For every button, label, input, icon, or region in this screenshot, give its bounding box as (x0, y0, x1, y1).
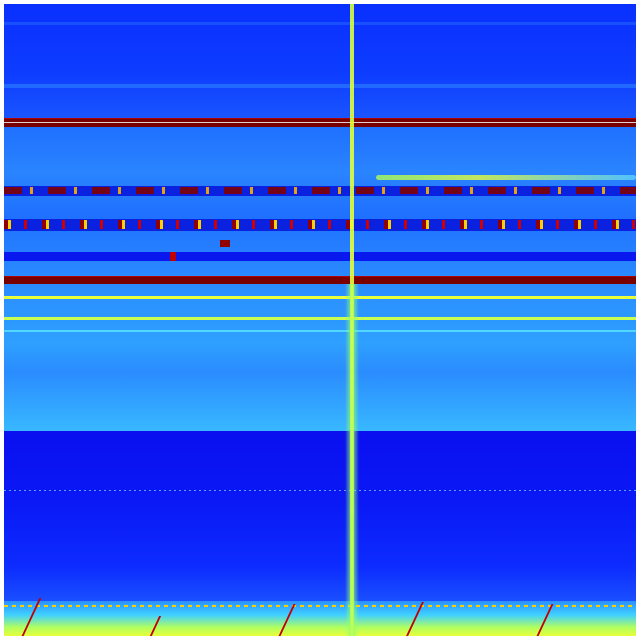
row-dark-3 (4, 252, 636, 261)
band-lower-cyan (4, 284, 636, 431)
dashed-yellow-line (4, 605, 636, 607)
cyan-line (4, 330, 636, 332)
yellow-line-1 (4, 296, 636, 299)
red-band-2 (4, 276, 636, 285)
streak-yellow (376, 175, 636, 180)
band-mid-light-blue (4, 127, 636, 276)
faint-line (4, 84, 636, 88)
dotted-line (4, 490, 636, 491)
segment-red (170, 252, 176, 261)
row-segments-1 (4, 187, 636, 194)
yellow-line-2 (4, 317, 636, 320)
heatmap-image (4, 4, 636, 636)
segment-red (220, 240, 230, 247)
row-segments-2 (4, 220, 636, 229)
red-band-1 (4, 118, 636, 128)
white-line-1 (4, 122, 636, 123)
vertical-band-wide (345, 284, 359, 636)
band-bottom-deep-blue (4, 431, 636, 601)
faint-line (4, 22, 636, 25)
